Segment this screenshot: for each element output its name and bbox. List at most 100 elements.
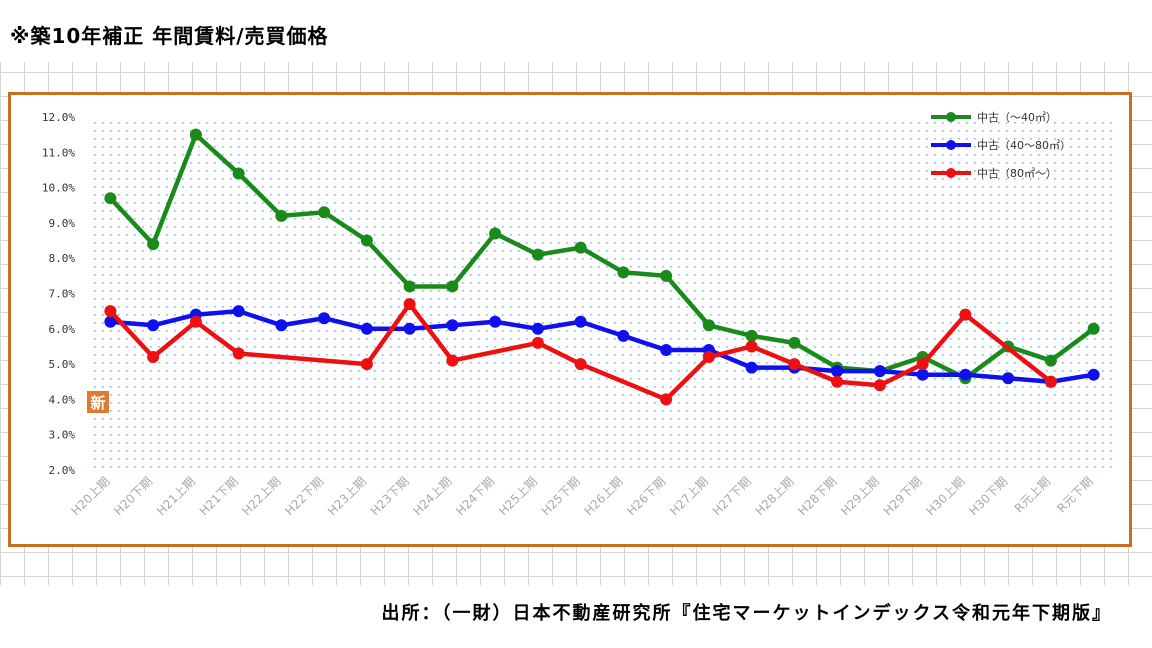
data-point xyxy=(745,361,758,374)
data-point xyxy=(446,319,459,332)
data-point xyxy=(831,365,844,378)
data-point xyxy=(403,322,416,335)
x-tick-label: H20下期 xyxy=(111,474,155,518)
data-point xyxy=(104,192,117,205)
x-tick-label: H24上期 xyxy=(410,474,454,518)
data-point xyxy=(1044,354,1057,367)
data-point xyxy=(360,358,373,371)
data-point xyxy=(831,375,844,388)
data-point xyxy=(104,305,117,318)
data-point xyxy=(147,351,160,364)
x-tick-label: H27上期 xyxy=(667,474,711,518)
data-point xyxy=(702,319,715,332)
y-tick-label: 7.0% xyxy=(49,288,76,301)
chart-frame: 2.0% 3.0% 4.0% 5.0% 6.0% 7.0% 8.0% 9.0% 10.0% 11.… xyxy=(8,92,1132,547)
data-point xyxy=(446,280,459,293)
data-point xyxy=(531,336,544,349)
data-point xyxy=(403,298,416,311)
y-tick-label: 9.0% xyxy=(49,217,76,230)
series-line-2 xyxy=(108,301,1053,402)
new-badge-label: 新 xyxy=(90,394,105,412)
legend: 中古（～40㎡） 中古（40～80㎡） 中古（80㎡～） xyxy=(931,111,1071,180)
legend-swatch-marker xyxy=(946,168,956,178)
data-point xyxy=(702,351,715,364)
title-band: ※築10年補正 年間賃料/売買価格 xyxy=(0,0,1152,62)
data-point xyxy=(275,319,288,332)
x-tick-label: H21上期 xyxy=(154,474,198,518)
data-point xyxy=(232,305,245,318)
data-point xyxy=(660,343,673,356)
data-point xyxy=(318,206,331,219)
x-tick-label: H23上期 xyxy=(325,474,369,518)
x-tick-label: H30下期 xyxy=(966,474,1010,518)
data-point xyxy=(1044,375,1057,388)
x-tick-label: H30上期 xyxy=(923,474,967,518)
x-tick-label: H26下期 xyxy=(624,474,668,518)
data-point xyxy=(360,322,373,335)
y-tick-label: 5.0% xyxy=(49,358,76,371)
data-point xyxy=(189,315,202,328)
data-point xyxy=(617,266,630,279)
y-tick-label: 3.0% xyxy=(49,429,76,442)
x-tick-label: H28上期 xyxy=(752,474,796,518)
data-point xyxy=(745,340,758,353)
data-point xyxy=(1087,368,1100,381)
data-point xyxy=(617,329,630,342)
x-tick-label: H28下期 xyxy=(795,474,839,518)
data-point xyxy=(1087,322,1100,335)
data-point xyxy=(574,315,587,328)
series-line-0 xyxy=(108,132,1095,381)
y-tick-label: 10.0% xyxy=(42,182,75,195)
data-point xyxy=(275,209,288,222)
new-badge: 新 xyxy=(87,391,109,413)
x-tick-label: R元上期 xyxy=(1012,474,1053,515)
legend-swatch-marker xyxy=(946,112,956,122)
y-tick-label: 6.0% xyxy=(49,323,76,336)
data-point xyxy=(788,336,801,349)
plot-area xyxy=(89,117,1115,470)
data-point xyxy=(360,234,373,247)
y-tick-label: 11.0% xyxy=(42,146,75,159)
y-tick-label: 12.0% xyxy=(42,111,75,124)
x-tick-label: H29下期 xyxy=(881,474,925,518)
x-tick-label: H20上期 xyxy=(68,474,112,518)
data-point xyxy=(1002,372,1015,385)
data-point xyxy=(104,315,117,328)
data-point xyxy=(574,241,587,254)
legend-label: 中古（40～80㎡） xyxy=(977,139,1071,152)
x-tick-label: H26上期 xyxy=(581,474,625,518)
x-tick-label: H25上期 xyxy=(496,474,540,518)
data-point xyxy=(873,365,886,378)
data-point xyxy=(745,329,758,342)
data-point xyxy=(147,319,160,332)
footer-band: 出所：（一財）日本不動産研究所『住宅マーケットインデックス令和元年下期版』 xyxy=(0,585,1152,648)
data-point xyxy=(916,358,929,371)
data-point xyxy=(403,280,416,293)
series-line-1 xyxy=(110,308,1094,384)
data-point xyxy=(873,379,886,392)
page-title: ※築10年補正 年間賃料/売買価格 xyxy=(10,24,329,48)
source-credit: 出所：（一財）日本不動産研究所『住宅マーケットインデックス令和元年下期版』 xyxy=(381,603,1112,624)
data-point xyxy=(318,312,331,325)
legend-label: 中古（80㎡～） xyxy=(977,167,1057,180)
x-axis: H20上期H20下期H21上期H21下期H22上期H22下期H23上期H23下期… xyxy=(68,474,1095,518)
y-tick-label: 4.0% xyxy=(49,393,76,406)
data-point xyxy=(959,368,972,381)
data-point xyxy=(446,354,459,367)
series-lines xyxy=(104,128,1100,406)
legend-label: 中古（～40㎡） xyxy=(977,111,1057,124)
x-tick-label: H22上期 xyxy=(239,474,283,518)
data-point xyxy=(916,368,929,381)
y-tick-label: 2.0% xyxy=(49,464,76,477)
data-point xyxy=(660,393,673,406)
data-point xyxy=(232,347,245,360)
x-tick-label: H29上期 xyxy=(838,474,882,518)
legend-swatch-marker xyxy=(946,140,956,150)
data-point xyxy=(147,238,160,251)
x-tick-label: H27下期 xyxy=(710,474,754,518)
y-axis: 2.0% 3.0% 4.0% 5.0% 6.0% 7.0% 8.0% 9.0% 10.0% 11.… xyxy=(42,111,75,477)
x-tick-label: H25下期 xyxy=(539,474,583,518)
x-tick-label: H23下期 xyxy=(368,474,412,518)
data-point xyxy=(232,167,245,180)
x-tick-label: H22下期 xyxy=(282,474,326,518)
